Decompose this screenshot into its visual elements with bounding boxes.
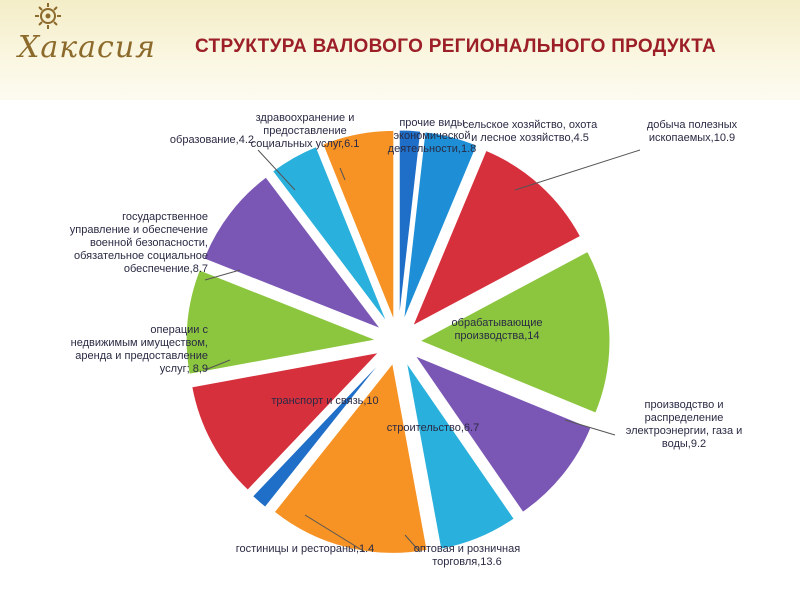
page-title: СТРУКТУРА ВАЛОВОГО РЕГИОНАЛЬНОГО ПРОДУКТ… bbox=[195, 36, 717, 57]
slice-label-line: услуг; 8,9 bbox=[160, 363, 208, 375]
pie-slice bbox=[411, 149, 582, 327]
slide-header: Хакасия СТРУКТУРА ВАЛОВОГО РЕГИОНАЛЬНОГО… bbox=[0, 0, 800, 100]
leader-line bbox=[564, 419, 616, 436]
slice-label: производство и распределение электроэнерги… bbox=[626, 399, 743, 450]
slice-label: гостиницы и рестораны,1.4 bbox=[236, 543, 375, 555]
slice-label: оптовая и розничная торговля,13.6 bbox=[414, 543, 520, 568]
slice-label-line: социальных услуг,6.1 bbox=[251, 138, 360, 150]
pie-slice bbox=[413, 354, 592, 513]
slice-label-line: торговля,13.6 bbox=[432, 556, 501, 568]
slice-label-line: обрабатывающие bbox=[452, 317, 543, 329]
leader-line bbox=[257, 149, 296, 191]
pie-slice bbox=[418, 250, 611, 414]
slice-label-line: аренда и предоставление bbox=[75, 350, 208, 362]
slice-label-line: и лесное хозяйство,4.5 bbox=[471, 132, 589, 144]
leader-line bbox=[204, 269, 241, 281]
slice-label-line: военной безопасности, bbox=[90, 237, 208, 249]
slice-label: операции с недвижимым имуществом, аренда и… bbox=[71, 324, 209, 375]
slice-label: здравоохранение и предоставление социальны… bbox=[251, 112, 360, 150]
slice-label: образование,4.2 bbox=[170, 134, 254, 146]
pie-slice bbox=[405, 362, 515, 550]
slice-label-line: здравоохранение и bbox=[256, 112, 355, 124]
slice-label: транспорт и связь,10 bbox=[271, 395, 378, 407]
slice-label: сельское хозяйство, охота и лесное хозяйс… bbox=[463, 119, 598, 144]
slice-label-line: экономической bbox=[393, 130, 470, 142]
slice-label-line: предоставление bbox=[263, 125, 346, 137]
slice-label: обрабатывающие производства,14 bbox=[452, 317, 543, 342]
pie-slice bbox=[185, 269, 378, 375]
logo-text: Хакасия bbox=[18, 30, 157, 65]
slice-label-line: транспорт и связь,10 bbox=[271, 395, 378, 407]
pie-slice bbox=[251, 358, 384, 508]
slice-label-line: недвижимым имуществом, bbox=[71, 337, 208, 349]
slice-label-line: обязательное социальное bbox=[74, 250, 208, 262]
slice-label-line: ископаемых,10.9 bbox=[649, 132, 735, 144]
slice-label-line: распределение bbox=[645, 412, 724, 424]
slice-label-line: деятельности,1.8 bbox=[388, 143, 477, 155]
slice-label: прочие виды экономической деятельности,1.8 bbox=[388, 117, 477, 155]
slice-label-line: управление и обеспечение bbox=[70, 224, 208, 236]
pie-slice bbox=[191, 351, 381, 491]
slice-label-line: воды,9.2 bbox=[662, 438, 706, 450]
slice-label-line: электроэнергии, газа и bbox=[626, 425, 743, 437]
slice-label-line: образование,4.2 bbox=[170, 134, 254, 146]
pie-slice bbox=[203, 176, 382, 330]
leader-line bbox=[304, 514, 366, 553]
pie-slice bbox=[403, 131, 478, 321]
slice-label-line: оптовая и розничная bbox=[414, 543, 520, 555]
pie-slice bbox=[398, 129, 422, 321]
slice-label-line: обеспечение,8.7 bbox=[124, 263, 208, 275]
slice-label-line: прочие виды bbox=[399, 117, 464, 129]
slice-label: добыча полезных ископаемых,10.9 bbox=[647, 119, 738, 144]
slice-label-line: государственное bbox=[122, 211, 208, 223]
slice-label: строительство,6.7 bbox=[387, 422, 479, 434]
slice-label-line: добыча полезных bbox=[647, 119, 738, 131]
pie-slice bbox=[271, 145, 388, 324]
slice-label-line: операции с bbox=[150, 324, 208, 336]
leader-line bbox=[404, 534, 421, 553]
slice-label-line: гостиницы и рестораны,1.4 bbox=[236, 543, 375, 555]
slice-label: государственное управление и обеспечение в… bbox=[70, 211, 208, 275]
slice-label-line: производства,14 bbox=[454, 330, 539, 342]
leader-line bbox=[339, 167, 346, 181]
slice-label-line: сельское хозяйство, охота bbox=[463, 119, 598, 131]
slice-label-line: строительство,6.7 bbox=[387, 422, 479, 434]
sun-ornament-icon bbox=[35, 3, 61, 29]
leader-line bbox=[514, 149, 641, 191]
logo: Хакасия bbox=[6, 2, 155, 65]
pie-slice bbox=[273, 362, 428, 554]
pie-slice bbox=[322, 129, 395, 321]
slice-label-line: производство и bbox=[645, 399, 724, 411]
leader-line bbox=[204, 359, 231, 371]
